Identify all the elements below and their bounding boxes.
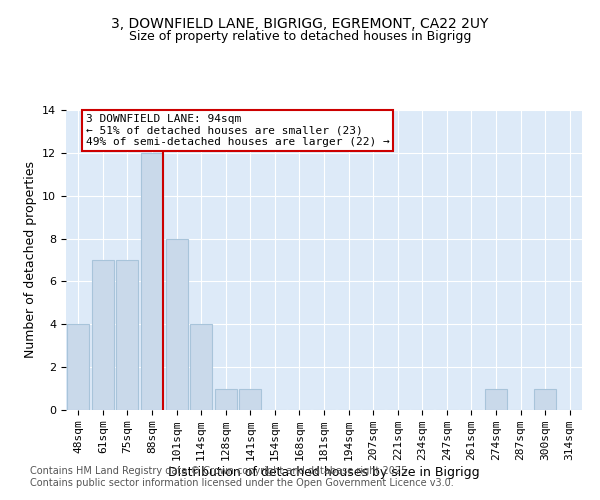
Bar bbox=[239, 388, 262, 410]
Bar bbox=[67, 324, 89, 410]
Bar bbox=[92, 260, 114, 410]
Text: 3, DOWNFIELD LANE, BIGRIGG, EGREMONT, CA22 2UY: 3, DOWNFIELD LANE, BIGRIGG, EGREMONT, CA… bbox=[112, 18, 488, 32]
Bar bbox=[116, 260, 139, 410]
X-axis label: Distribution of detached houses by size in Bigrigg: Distribution of detached houses by size … bbox=[168, 466, 480, 479]
Text: Contains HM Land Registry data © Crown copyright and database right 2025.
Contai: Contains HM Land Registry data © Crown c… bbox=[30, 466, 454, 487]
Bar bbox=[534, 388, 556, 410]
Y-axis label: Number of detached properties: Number of detached properties bbox=[23, 162, 37, 358]
Bar bbox=[485, 388, 507, 410]
Bar bbox=[215, 388, 237, 410]
Text: Size of property relative to detached houses in Bigrigg: Size of property relative to detached ho… bbox=[129, 30, 471, 43]
Bar bbox=[141, 153, 163, 410]
Bar bbox=[166, 238, 188, 410]
Text: 3 DOWNFIELD LANE: 94sqm
← 51% of detached houses are smaller (23)
49% of semi-de: 3 DOWNFIELD LANE: 94sqm ← 51% of detache… bbox=[86, 114, 389, 148]
Bar bbox=[190, 324, 212, 410]
